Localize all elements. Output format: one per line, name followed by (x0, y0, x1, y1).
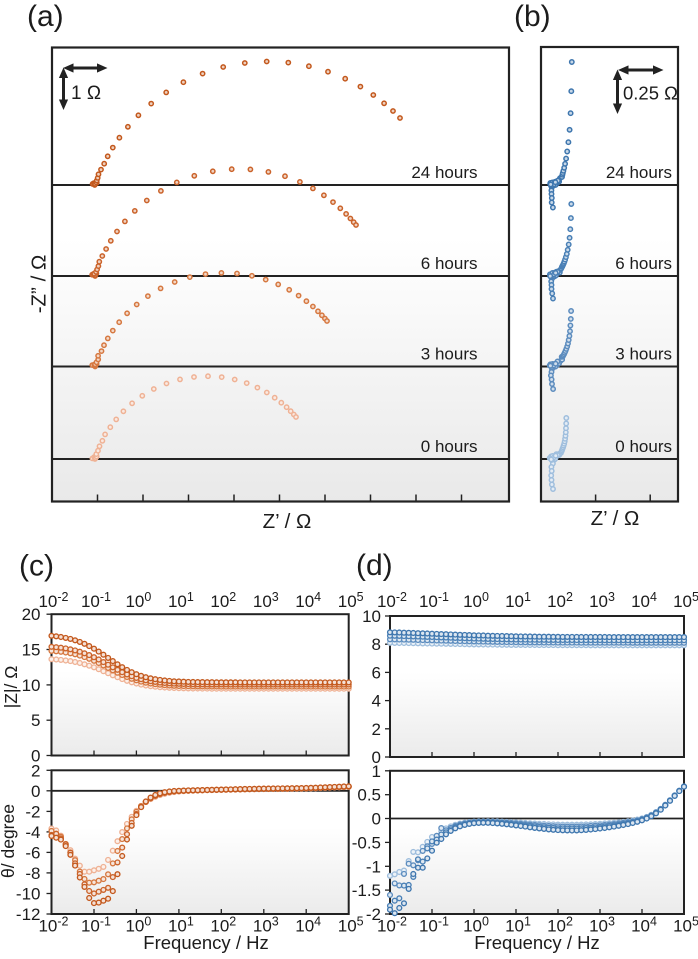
svg-text:|Z|/ Ω: |Z|/ Ω (1, 666, 21, 709)
svg-text:0 hours: 0 hours (615, 437, 672, 456)
svg-text:105: 105 (673, 590, 698, 611)
svg-text:0: 0 (372, 748, 381, 767)
svg-text:3 hours: 3 hours (615, 345, 672, 364)
svg-text:3 hours: 3 hours (421, 345, 478, 364)
svg-text:-2: -2 (366, 905, 381, 924)
svg-text:2: 2 (372, 720, 381, 739)
svg-text:-2: -2 (25, 802, 40, 821)
svg-text:Frequency / Hz: Frequency / Hz (143, 932, 268, 953)
svg-text:105: 105 (673, 915, 698, 936)
svg-text:-6: -6 (25, 843, 40, 862)
svg-text:-4: -4 (25, 823, 40, 842)
svg-text:-10: -10 (16, 885, 41, 904)
svg-text:Z’ / Ω: Z’ / Ω (263, 510, 312, 533)
svg-text:5: 5 (31, 711, 40, 730)
svg-text:24 hours: 24 hours (411, 163, 477, 182)
svg-text:0.25 Ω: 0.25 Ω (623, 83, 678, 104)
svg-text:1 Ω: 1 Ω (71, 83, 101, 104)
svg-text:0: 0 (31, 782, 40, 801)
svg-text:8: 8 (372, 635, 381, 654)
svg-text:6 hours: 6 hours (421, 254, 478, 273)
svg-text:Z’ / Ω: Z’ / Ω (591, 507, 640, 530)
svg-text:10: 10 (362, 607, 381, 626)
svg-text:24 hours: 24 hours (606, 163, 672, 182)
svg-text:2: 2 (31, 761, 40, 780)
svg-text:-0.5: -0.5 (352, 833, 381, 852)
svg-text:-1.5: -1.5 (352, 881, 381, 900)
svg-text:Frequency / Hz: Frequency / Hz (474, 932, 599, 953)
svg-text:0 hours: 0 hours (421, 437, 478, 456)
svg-text:(b): (b) (514, 0, 551, 33)
svg-text:(d): (d) (356, 549, 393, 582)
svg-text:θ/ degree: θ/ degree (0, 804, 18, 878)
svg-text:0: 0 (31, 747, 40, 766)
svg-text:20: 20 (22, 605, 41, 624)
svg-text:6 hours: 6 hours (615, 254, 672, 273)
svg-text:-Z” / Ω: -Z” / Ω (28, 255, 51, 314)
svg-text:1: 1 (372, 762, 381, 781)
svg-text:4: 4 (372, 692, 381, 711)
svg-text:-8: -8 (25, 864, 40, 883)
svg-text:10: 10 (22, 676, 41, 695)
svg-text:(a): (a) (27, 0, 64, 33)
svg-text:-12: -12 (16, 905, 41, 924)
svg-text:0.5: 0.5 (357, 786, 381, 805)
svg-text:0: 0 (372, 810, 381, 829)
svg-text:15: 15 (22, 641, 41, 660)
svg-text:-1: -1 (366, 857, 381, 876)
svg-text:(c): (c) (19, 550, 54, 583)
svg-text:6: 6 (372, 663, 381, 682)
